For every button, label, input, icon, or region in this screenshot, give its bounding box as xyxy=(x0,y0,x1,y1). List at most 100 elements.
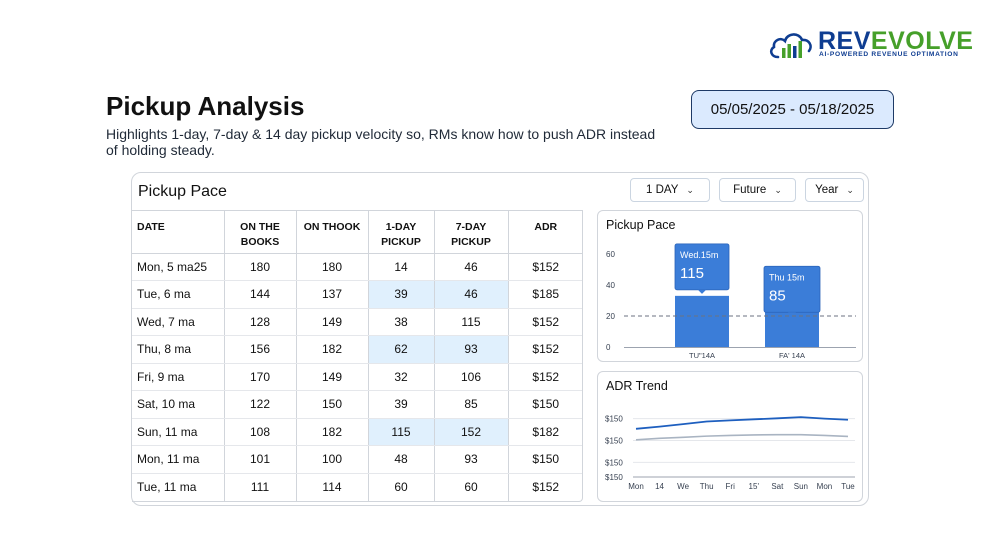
table-cell: 93 xyxy=(434,445,509,474)
table-cell: 152 xyxy=(434,418,509,446)
x-tick-label: Sat xyxy=(771,482,784,491)
y-tick-label: 0 xyxy=(606,343,611,352)
x-tick-label: Mon xyxy=(817,482,833,491)
pickup-bar xyxy=(675,295,729,347)
table-row[interactable]: Tue, 6 ma 144 137 39 46 $185 xyxy=(132,280,582,309)
table-cell: 137 xyxy=(296,280,369,309)
table-cell: Tue, 6 ma xyxy=(132,280,225,309)
y-tick-label: $150 xyxy=(605,437,623,446)
table-cell: 115 xyxy=(368,418,435,446)
table-cell: 46 xyxy=(434,253,509,281)
pickup-bar-chart: 0 20 40 60 TU"14A Wed.15m 115 FA' 14A Thu 15m 85 xyxy=(606,243,856,360)
table-cell: $152 xyxy=(508,363,582,391)
table-cell: 39 xyxy=(368,390,435,419)
table-cell: 60 xyxy=(368,473,435,501)
y-tick-label: 60 xyxy=(606,250,615,259)
cloud-bar-chart-icon xyxy=(769,33,812,59)
tooltip-pointer xyxy=(788,312,796,317)
year-filter-dropdown[interactable]: Year ⌄ xyxy=(805,178,864,202)
table-cell: 128 xyxy=(224,308,297,336)
pickup-pace-chart-panel: Pickup Pace 0 20 40 60 TU"14A Wed.15m 115 FA' 1… xyxy=(597,210,863,362)
brand-tagline: AI-POWERED REVENUE OPTIMATION xyxy=(819,51,959,58)
table-row[interactable]: Tue, 11 ma 111 114 60 60 $152 xyxy=(132,473,582,501)
table-cell: 182 xyxy=(296,335,369,364)
table-cell: 85 xyxy=(434,390,509,419)
table-body: Mon, 5 ma25 180 180 14 46 $152 Tue, 6 ma 144 137… xyxy=(132,253,582,501)
adr-line-chart: $150 $150 $150 $150 Mon 14 We Thu Fri 15' Sat Sun Mo… xyxy=(605,415,855,491)
table-cell: 170 xyxy=(224,363,297,391)
y-tick-label: 20 xyxy=(606,312,615,321)
column-header: ADR xyxy=(508,211,582,254)
adr-chart-title: ADR Trend xyxy=(606,379,668,393)
y-tick-label: $150 xyxy=(605,473,623,482)
table-row[interactable]: Sat, 10 ma 122 150 39 85 $150 xyxy=(132,390,582,419)
table-row[interactable]: Mon, 5 ma25 180 180 14 46 $152 xyxy=(132,253,582,281)
x-tick-label: We xyxy=(677,482,689,491)
x-tick-label: TU"14A xyxy=(689,351,715,360)
table-cell: 156 xyxy=(224,335,297,364)
tooltip-pointer xyxy=(698,289,706,294)
table-cell: $182 xyxy=(508,418,582,446)
table-cell: 111 xyxy=(224,473,297,501)
table-cell: 14 xyxy=(368,253,435,281)
brand-name: REVEVOLVE xyxy=(818,27,974,55)
table-cell: Fri, 9 ma xyxy=(132,363,225,391)
table-cell: 106 xyxy=(434,363,509,391)
table-cell: 122 xyxy=(224,390,297,419)
table-cell: 101 xyxy=(224,445,297,474)
x-tick-label: FA' 14A xyxy=(779,351,805,360)
table-row[interactable]: Mon, 11 ma 101 100 48 93 $150 xyxy=(132,445,582,474)
y-tick-label: $150 xyxy=(605,458,623,467)
range-filter-dropdown[interactable]: Future ⌄ xyxy=(719,178,796,202)
x-tick-label: Tue xyxy=(841,482,855,491)
x-tick-label: Fri xyxy=(726,482,736,491)
table-cell: $185 xyxy=(508,280,582,309)
adr-series-line xyxy=(635,433,849,441)
adr-series-line xyxy=(635,416,849,430)
range-filter-label: Future xyxy=(733,184,767,196)
tooltip-label: Wed.15m xyxy=(680,250,718,260)
table-row[interactable]: Thu, 8 ma 156 182 62 93 $152 xyxy=(132,335,582,364)
x-tick-label: Sun xyxy=(794,482,808,491)
table-cell: Mon, 5 ma25 xyxy=(132,253,225,281)
column-header: 7-DAY PICKUP xyxy=(434,211,509,254)
table-cell: 180 xyxy=(296,253,369,281)
column-header: ON THOOK xyxy=(296,211,369,254)
x-tick-label: 15' xyxy=(749,482,760,491)
table-cell: $150 xyxy=(508,445,582,474)
x-tick-label: 14 xyxy=(655,482,664,491)
table-cell: Sat, 10 ma xyxy=(132,390,225,419)
column-header: ON THE BOOKS xyxy=(224,211,297,254)
tooltip-value: 115 xyxy=(680,265,704,282)
y-tick-label: 40 xyxy=(606,281,615,290)
table-cell: 182 xyxy=(296,418,369,446)
table-cell: 144 xyxy=(224,280,297,309)
chevron-down-icon: ⌄ xyxy=(774,184,782,195)
table-cell: 108 xyxy=(224,418,297,446)
date-range-picker[interactable]: 05/05/2025 - 05/18/2025 xyxy=(691,90,894,129)
x-tick-label: Mon xyxy=(628,482,644,491)
table-cell: 115 xyxy=(434,308,509,336)
table-cell: $150 xyxy=(508,390,582,419)
table-cell: $152 xyxy=(508,308,582,336)
table-cell: 48 xyxy=(368,445,435,474)
table-cell: $152 xyxy=(508,335,582,364)
table-row[interactable]: Fri, 9 ma 170 149 32 106 $152 xyxy=(132,363,582,391)
table-cell: 62 xyxy=(368,335,435,364)
table-cell: 46 xyxy=(434,280,509,309)
table-cell: 150 xyxy=(296,390,369,419)
pickup-chart-title: Pickup Pace xyxy=(606,218,676,232)
table-cell: 32 xyxy=(368,363,435,391)
table-cell: 60 xyxy=(434,473,509,501)
year-filter-label: Year xyxy=(815,184,839,196)
column-header: DATE xyxy=(132,211,225,254)
table-row[interactable]: Wed, 7 ma 128 149 38 115 $152 xyxy=(132,308,582,336)
adr-trend-chart-panel: ADR Trend $150 $150 $150 $150 Mon 14 We Thu Fri 1… xyxy=(597,371,863,502)
period-filter-dropdown[interactable]: 1 DAY ⌄ xyxy=(630,178,710,202)
column-header: 1-DAY PICKUP xyxy=(368,211,435,254)
table-cell: Mon, 11 ma xyxy=(132,445,225,474)
table-row[interactable]: Sun, 11 ma 108 182 115 152 $182 xyxy=(132,418,582,446)
pickup-pace-card: Pickup Pace 1 DAY ⌄ Future ⌄ Year ⌄ DATE… xyxy=(131,172,869,506)
brand-logo: REVEVOLVE AI-POWERED REVENUE OPTIMATION xyxy=(768,27,973,63)
table-cell: 149 xyxy=(296,363,369,391)
